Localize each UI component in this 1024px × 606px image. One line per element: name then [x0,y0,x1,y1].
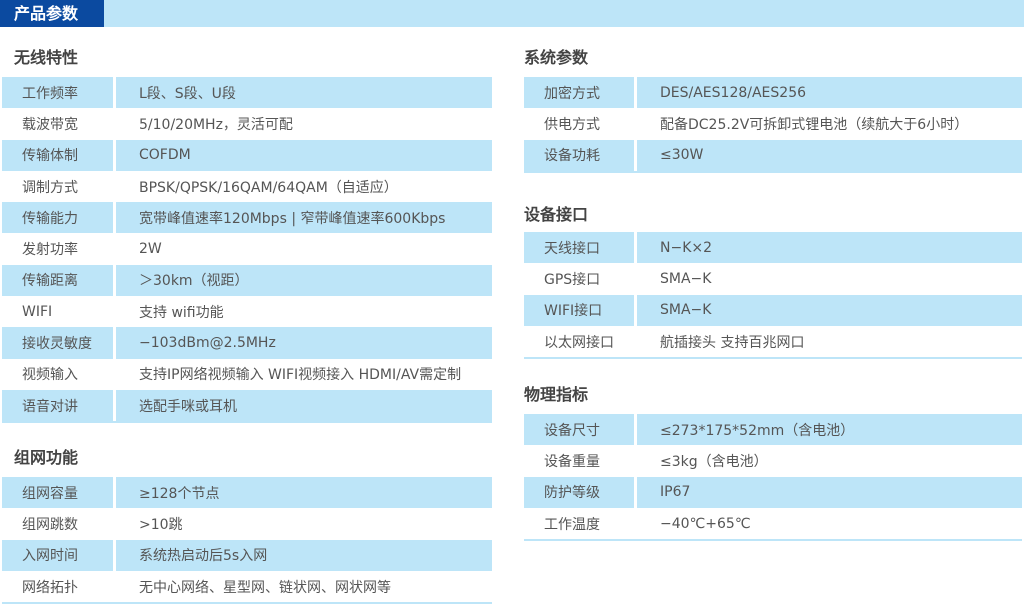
table-row: 发射功率 2W [2,233,492,264]
spec-value: IP67 [637,476,1022,508]
spec-value: N−K×2 [637,232,1022,264]
spec-label: GPS接口 [544,271,601,288]
spec-label: 传输距离 [2,264,113,297]
spec-value: ＞30km（视距） [116,264,492,297]
spec-value: ≤273*175*52mm（含电池） [637,414,1022,446]
spec-value: 选配手咪或耳机 [116,389,492,422]
spec-label: 以太网接口 [544,334,614,351]
table-row: 以太网接口 航插接头 支持百兆网口 [524,326,1022,357]
spec-value: SMA−K [637,294,1022,326]
spec-label: 传输体制 [2,139,113,171]
spec-label: 载波带宽 [22,116,78,133]
spec-value: 支持IP网络视频输入 WIFI视频接入 HDMI/AV需定制 [139,367,462,384]
spec-value: DES/AES128/AES256 [637,77,1022,109]
section-title: 系统参数 [524,48,589,67]
spec-label: 组网跳数 [22,516,78,533]
table-row: 视频输入 支持IP网络视频输入 WIFI视频接入 HDMI/AV需定制 [2,359,492,390]
table-row: 传输距离 ＞30km（视距） [2,264,492,297]
spec-value: 无中心网络、星型网、链状网、网状网等 [139,579,391,596]
spec-value: BPSK/QPSK/16QAM/64QAM（自适应） [139,179,398,196]
spec-label: 设备尺寸 [524,414,634,446]
table-row: 天线接口 N−K×2 [524,232,1022,264]
spec-table: 组网容量 ≥128个节点组网跳数 >10跳入网时间 系统热启动后5s入网网络拓扑 无中心… [2,477,492,605]
spec-value: 航插接头 支持百兆网口 [660,334,805,351]
section-title: 组网功能 [14,448,79,467]
spec-value: >10跳 [139,516,183,533]
table-row: 语音对讲 选配手咪或耳机 [2,389,492,422]
table-row: 工作频率 L段、S段、U段 [2,77,492,109]
page-title: 产品参数 [0,0,104,27]
spec-label: 接收灵敏度 [2,327,113,359]
table-row: 接收灵敏度 −103dBm@2.5MHz [2,327,492,359]
section-title: 物理指标 [524,385,589,404]
table-row: 设备尺寸 ≤273*175*52mm（含电池） [524,414,1022,446]
spec-value: −103dBm@2.5MHz [116,327,492,359]
spec-label: 加密方式 [524,77,634,109]
table-row: 设备功耗 ≤30W [524,139,1022,171]
table-row: 入网时间 系统热启动后5s入网 [2,539,492,571]
spec-label: 视频输入 [22,367,78,384]
section-title: 无线特性 [14,48,79,67]
spec-value: −40℃+65℃ [660,515,751,532]
spec-label: 供电方式 [544,116,600,133]
spec-table: 天线接口 N−K×2 GPS接口 SMA−K WIFI接口 SMA−K 以太网接口 航插接头 … [524,232,1022,360]
spec-table: 加密方式 DES/AES128/AES256 供电方式 配备DC25.2V可拆卸式锂电… [524,77,1022,173]
spec-value: 5/10/20MHz，灵活可配 [139,116,293,133]
spec-label: 设备重量 [544,453,600,470]
spec-label: 发射功率 [22,242,78,259]
spec-label: 设备功耗 [524,139,634,171]
spec-label: 传输能力 [2,202,113,234]
table-row: WIFI 支持 wifi功能 [2,296,492,327]
spec-value: 系统热启动后5s入网 [116,539,492,571]
spec-value: 2W [139,241,162,258]
spec-label: 组网容量 [2,477,113,509]
table-row: 供电方式 配备DC25.2V可拆卸式锂电池（续航大于6小时） [524,108,1022,139]
spec-label: 入网时间 [2,539,113,571]
spec-label: WIFI接口 [524,294,634,326]
table-row: 设备重量 ≤3kg（含电池） [524,445,1022,476]
table-row: 载波带宽 5/10/20MHz，灵活可配 [2,108,492,139]
table-row: 工作温度 −40℃+65℃ [524,508,1022,539]
section-title: 设备接口 [524,205,589,224]
table-row: GPS接口 SMA−K [524,263,1022,294]
spec-value: L段、S段、U段 [116,77,492,109]
table-row: 传输体制 COFDM [2,139,492,171]
table-row: 防护等级 IP67 [524,476,1022,508]
table-row: 调制方式 BPSK/QPSK/16QAM/64QAM（自适应） [2,171,492,202]
spec-label: 调制方式 [22,179,78,196]
spec-label: 天线接口 [524,232,634,264]
spec-table: 工作频率 L段、S段、U段载波带宽 5/10/20MHz，灵活可配传输体制 COFDM… [2,77,492,424]
spec-value: ≥128个节点 [116,477,492,509]
spec-label: 防护等级 [524,476,634,508]
spec-value: COFDM [116,139,492,171]
spec-label: 工作频率 [2,77,113,109]
table-row: 组网容量 ≥128个节点 [2,477,492,509]
spec-label: 工作温度 [544,516,600,533]
spec-value: ≤3kg（含电池） [660,453,768,470]
table-row: WIFI接口 SMA−K [524,294,1022,326]
table-row: 加密方式 DES/AES128/AES256 [524,77,1022,109]
header-bar: 产品参数 [0,0,1024,27]
spec-value: SMA−K [660,270,712,287]
spec-label: 网络拓扑 [22,579,78,596]
table-row: 组网跳数 >10跳 [2,508,492,539]
spec-label: 语音对讲 [2,389,113,422]
spec-value: 宽带峰值速率120Mbps | 窄带峰值速率600Kbps [116,202,492,234]
spec-table: 设备尺寸 ≤273*175*52mm（含电池） 设备重量 ≤3kg（含电池） 防护等级 I… [524,414,1022,542]
spec-value: ≤30W [637,139,1022,171]
spec-label: WIFI [22,303,53,320]
spec-value: 配备DC25.2V可拆卸式锂电池（续航大于6小时） [660,116,969,133]
table-row: 网络拓扑 无中心网络、星型网、链状网、网状网等 [2,571,492,602]
table-row: 传输能力 宽带峰值速率120Mbps | 窄带峰值速率600Kbps [2,202,492,234]
spec-value: 支持 wifi功能 [139,304,224,321]
